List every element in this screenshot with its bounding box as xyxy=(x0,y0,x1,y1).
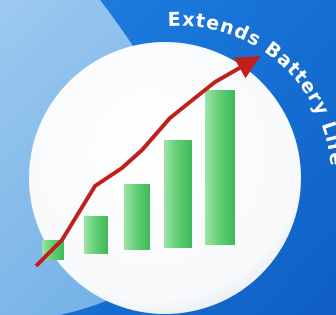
bar xyxy=(84,216,108,254)
bar xyxy=(124,184,150,250)
bar xyxy=(164,140,192,248)
badge-graphic: Extends Battery Life xyxy=(0,0,336,315)
bar xyxy=(205,90,235,245)
page: Extends Battery Life (() => { const data… xyxy=(0,0,336,315)
